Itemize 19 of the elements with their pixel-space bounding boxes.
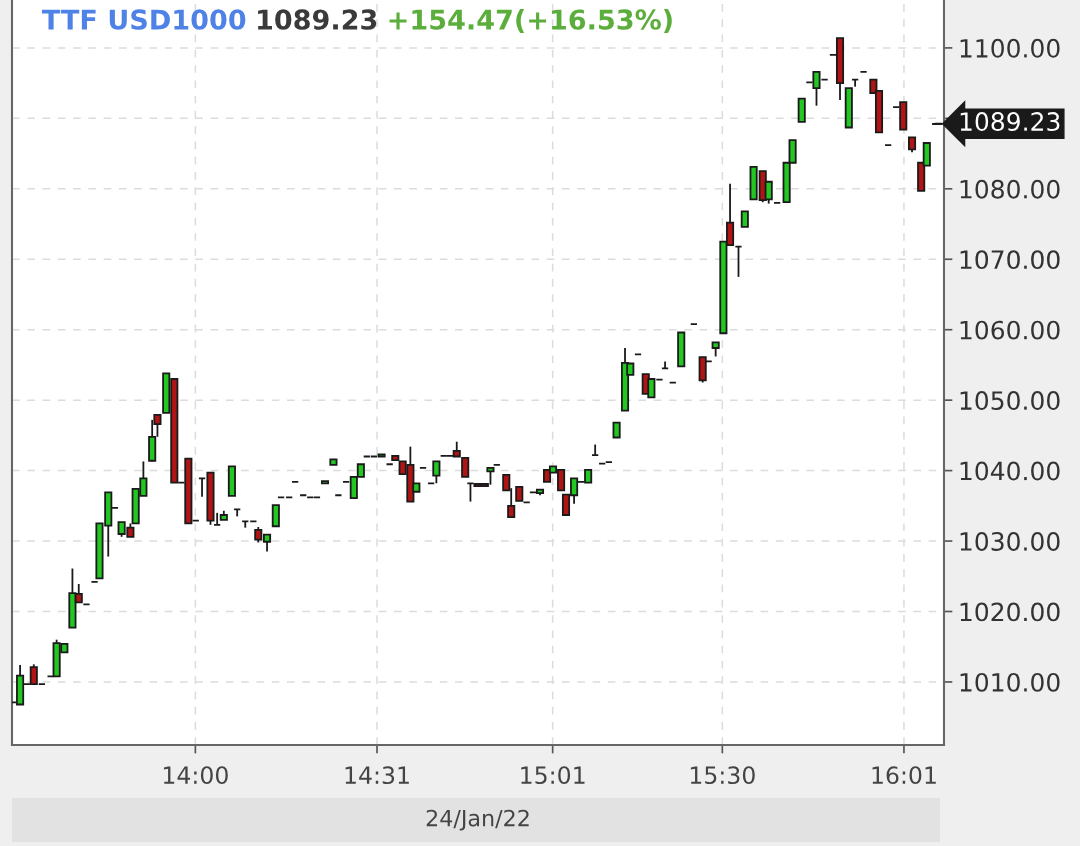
x-tick-label: 14:31: [345, 766, 409, 785]
x-axis-title: 24/Jan/22: [426, 809, 529, 831]
y-tick-label: 1060.00: [960, 320, 1060, 340]
x-tick-label: 14:00: [163, 766, 228, 785]
x-tick-label: 15:01: [521, 766, 585, 785]
x-tick-label: 16:01: [872, 766, 936, 785]
y-tick-label: 1030.00: [960, 531, 1060, 551]
annotation: 1089.23: [258, 9, 377, 30]
y-tick-label: 1050.00: [960, 391, 1060, 410]
y-tick-label: 1020.00: [960, 602, 1060, 622]
y-tick-label: 1010.00: [960, 672, 1060, 692]
annotation: +154.47(+16.53%): [389, 8, 672, 34]
y-tick-label: 1070.00: [960, 250, 1060, 270]
y-tick-label: 1100.00: [960, 38, 1060, 58]
y-tick-label: 1080.00: [960, 179, 1060, 199]
annotation: 1089.23: [960, 112, 1060, 132]
chart-title: TTF USD1000: [41, 9, 246, 30]
x-tick-label: 15:30: [690, 766, 755, 785]
y-tick-label: 1040.00: [960, 461, 1060, 481]
